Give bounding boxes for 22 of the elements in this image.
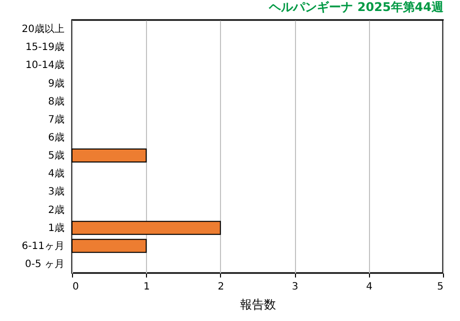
chart-title: ヘルパンギーナ 2025年第44週 <box>268 0 444 14</box>
x-tick-label: 2 <box>218 282 224 292</box>
y-tick-label: 6-11ヶ月 <box>22 240 64 252</box>
y-tick-label: 20歳以上 <box>22 23 64 36</box>
x-tick-label: 5 <box>437 282 444 292</box>
y-tick-label: 0-5 ヶ月 <box>24 258 64 270</box>
y-tick-label: 7歳 <box>48 113 64 126</box>
y-tick-label: 6歳 <box>48 131 64 144</box>
y-tick-label: 10-14歳 <box>25 59 64 72</box>
y-tick-label: 1歳 <box>48 222 64 234</box>
y-tick-label: 9歳 <box>48 77 64 90</box>
x-axis-title: 報告数 <box>240 298 276 312</box>
x-tick-label: 3 <box>292 282 298 292</box>
y-tick-label: 8歳 <box>48 95 64 108</box>
y-tick-label: 4歳 <box>48 168 64 180</box>
y-tick-label: 5歳 <box>48 150 64 162</box>
y-tick-label: 15-19歳 <box>25 41 64 54</box>
x-tick-label: 1 <box>144 282 150 292</box>
x-tick-label: 0 <box>72 282 79 292</box>
x-tick-label: 4 <box>366 282 372 292</box>
y-tick-label: 2歳 <box>48 204 64 216</box>
y-tick-label: 3歳 <box>48 186 64 198</box>
